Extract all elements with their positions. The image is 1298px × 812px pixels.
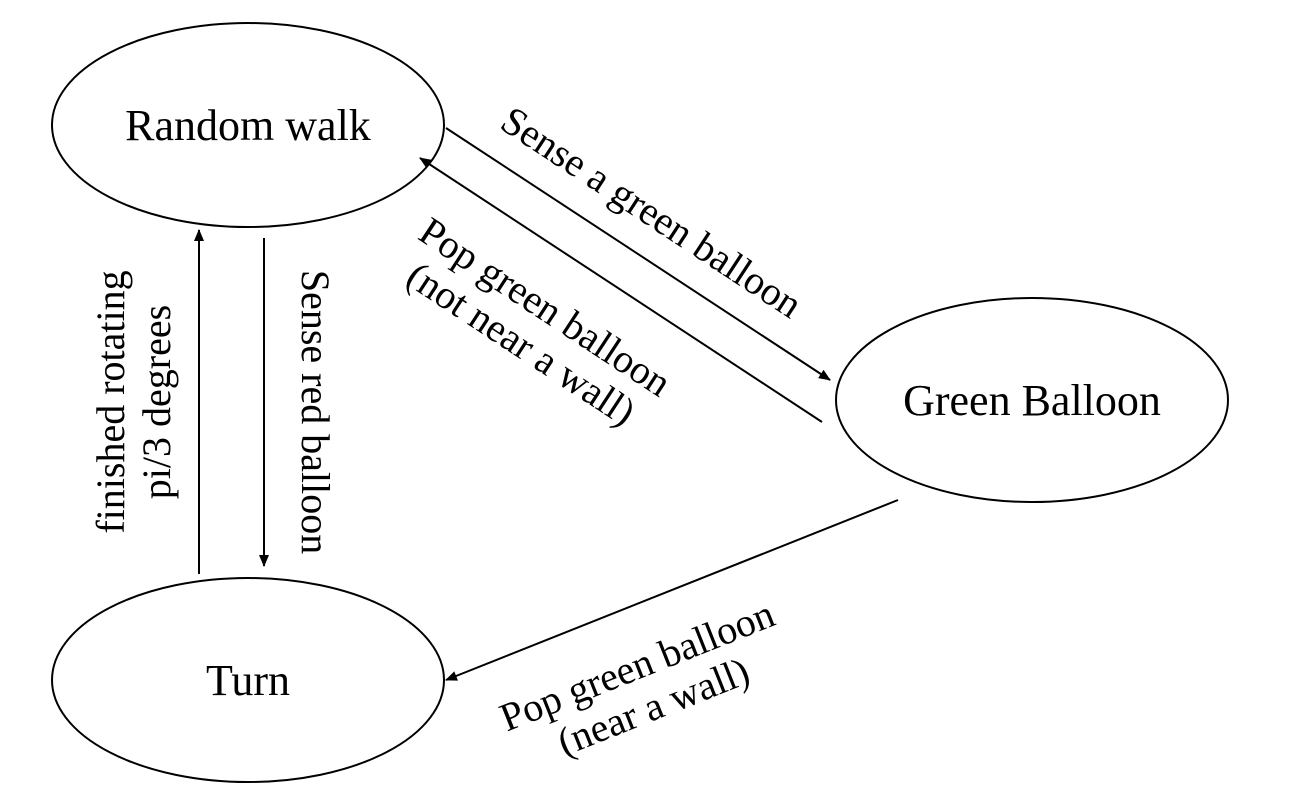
edge-pop-not-near-wall-label: Pop green balloon (not near a wall) (399, 208, 679, 435)
state-green-balloon-label: Green Balloon (903, 376, 1161, 425)
edge-pop-near-wall-label: Pop green balloon (near a wall) (493, 591, 780, 765)
state-green-balloon: Green Balloon (835, 297, 1229, 503)
edge-finished-rotating-label: finished rotating pi/3 degrees (88, 270, 179, 533)
edge-sense-red-label: Sense red balloon (293, 270, 338, 554)
state-turn: Turn (51, 577, 445, 783)
state-turn-label: Turn (206, 656, 290, 705)
state-random-walk-label: Random walk (125, 101, 371, 150)
edge-finished-rotating-label-line-2: pi/3 degrees (134, 305, 179, 499)
edge-finished-rotating-label-line-1: finished rotating (88, 270, 133, 533)
edge-pop-not-near-wall-arrow (419, 157, 823, 423)
state-random-walk: Random walk (51, 22, 445, 228)
edge-sense-red-label-line-1: Sense red balloon (293, 270, 338, 554)
edge-sense-green-arrow (445, 127, 831, 381)
edge-pop-near-wall-arrow (445, 499, 899, 681)
